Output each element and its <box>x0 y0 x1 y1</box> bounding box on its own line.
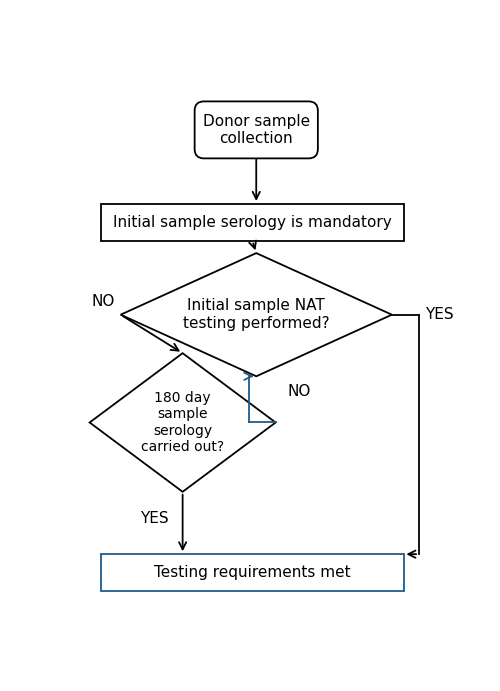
Text: NO: NO <box>91 294 114 308</box>
Bar <box>101 204 404 240</box>
Text: YES: YES <box>140 511 168 526</box>
Text: NO: NO <box>287 384 310 399</box>
Text: Testing requirements met: Testing requirements met <box>154 565 350 580</box>
Text: 180 day
sample
serology
carried out?: 180 day sample serology carried out? <box>141 391 224 454</box>
Text: YES: YES <box>425 307 454 322</box>
Bar <box>101 554 404 591</box>
Text: Donor sample
collection: Donor sample collection <box>202 114 310 146</box>
Polygon shape <box>120 253 392 377</box>
Text: Initial sample serology is mandatory: Initial sample serology is mandatory <box>113 215 392 230</box>
FancyBboxPatch shape <box>194 102 318 158</box>
Text: Initial sample NAT
testing performed?: Initial sample NAT testing performed? <box>183 299 330 331</box>
Polygon shape <box>90 353 276 492</box>
